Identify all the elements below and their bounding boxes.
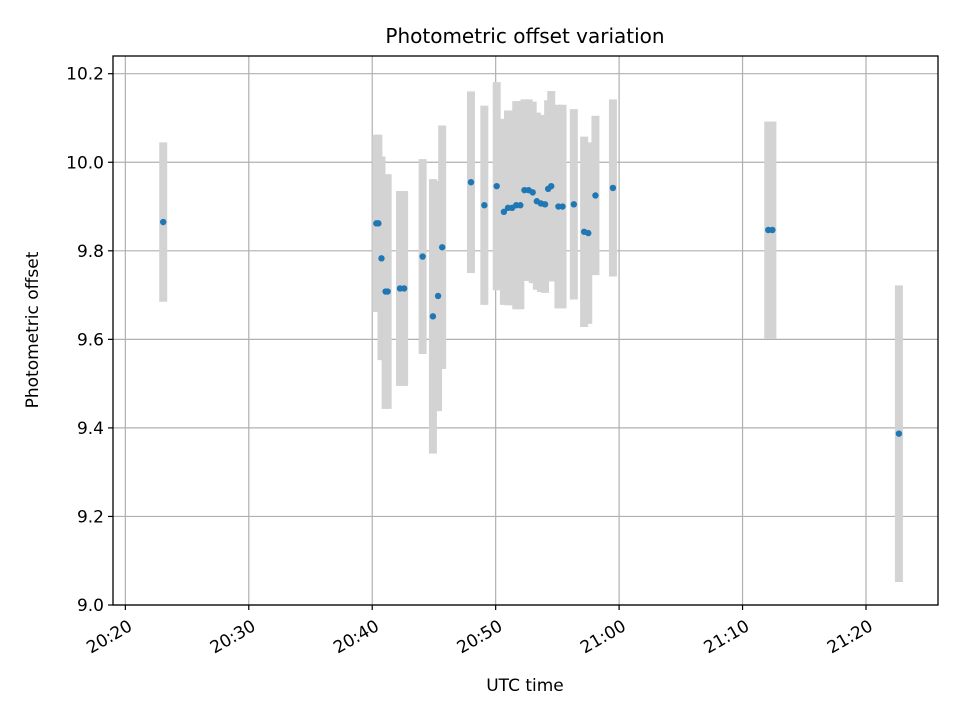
error-bars — [159, 82, 903, 582]
x-tick-label: 21:10 — [701, 616, 753, 658]
data-point — [434, 292, 442, 300]
data-point — [609, 184, 617, 192]
data-point — [585, 229, 592, 237]
y-tick-label: 9.6 — [77, 330, 104, 350]
x-tick-label: 21:20 — [824, 616, 876, 658]
y-tick-label: 10.0 — [66, 153, 104, 173]
data-point — [548, 182, 555, 190]
data-point — [467, 178, 475, 186]
data-point — [159, 218, 167, 226]
data-point — [419, 253, 426, 260]
y-tick-label: 9.2 — [77, 507, 104, 527]
x-tick-label: 20:30 — [207, 616, 259, 658]
data-point — [559, 203, 566, 210]
data-points — [159, 178, 903, 437]
x-tick-label: 20:50 — [454, 616, 506, 658]
data-point — [375, 220, 382, 227]
data-point — [517, 202, 524, 209]
data-point — [481, 202, 488, 209]
data-point — [384, 288, 391, 295]
x-axis: 20:20 20:30 20:40 20:50 21:00 21:10 21:20 — [83, 605, 876, 658]
y-tick-label: 9.8 — [77, 242, 104, 262]
data-point — [895, 430, 903, 437]
data-point — [500, 208, 508, 216]
data-point — [429, 313, 437, 320]
data-point — [438, 244, 446, 251]
data-point — [493, 182, 500, 190]
data-point — [378, 255, 385, 262]
data-point — [541, 201, 549, 208]
plot-frame — [112, 55, 939, 606]
y-axis-label: Photometric offset — [23, 251, 43, 408]
x-tick-label: 20:40 — [330, 616, 382, 658]
y-axis: 9.0 9.2 9.4 9.6 9.8 10.0 10.2 — [66, 65, 113, 616]
chart-title: Photometric offset variation — [385, 24, 664, 48]
y-tick-label: 9.4 — [77, 419, 104, 439]
data-point — [769, 226, 776, 234]
x-tick-label: 20:20 — [83, 616, 135, 658]
x-axis-label: UTC time — [486, 676, 564, 696]
x-tick-label: 21:00 — [577, 616, 629, 658]
y-tick-label: 10.2 — [66, 65, 104, 85]
data-point — [592, 192, 599, 199]
data-point — [529, 189, 536, 196]
y-tick-label: 9.0 — [77, 596, 104, 616]
data-point — [400, 285, 408, 292]
data-point — [570, 201, 578, 208]
